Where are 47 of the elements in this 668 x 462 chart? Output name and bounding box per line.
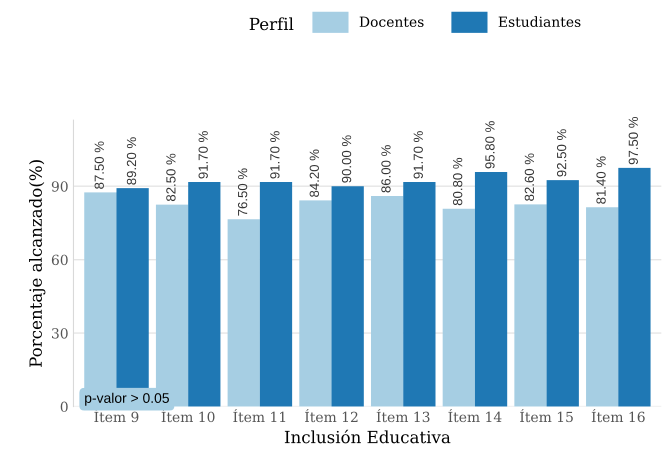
data-label: 95.80 % — [485, 121, 495, 168]
bar — [618, 168, 651, 407]
x-tick-label: Ítem 15 — [520, 409, 573, 422]
bar — [299, 200, 332, 407]
x-tick-label: Ítem 11 — [233, 409, 286, 422]
x-tick-label: Ítem 9 — [94, 409, 138, 422]
bar — [188, 182, 220, 407]
y-axis-title: Porcentaje alcanzado(%) — [29, 160, 46, 367]
data-label: 81.40 % — [596, 156, 606, 204]
legend-title: Perfil — [250, 17, 294, 30]
bar — [260, 182, 292, 407]
bar — [514, 204, 547, 407]
legend-label: Docentes — [360, 16, 424, 28]
legend-label: Estudiantes — [498, 16, 580, 28]
bar — [442, 208, 475, 407]
data-label: 82.60 % — [524, 153, 534, 201]
bar — [586, 207, 618, 407]
data-label: 86.00 % — [381, 145, 391, 193]
y-tick-label: 90 — [52, 181, 68, 192]
bar — [403, 182, 436, 407]
x-tick-label: Ítem 10 — [162, 409, 215, 422]
x-tick-label: Ítem 13 — [376, 409, 430, 422]
y-tick-label: 60 — [52, 254, 68, 266]
annotation: p-valor > 0.05 — [85, 392, 169, 406]
data-label: 82.50 % — [166, 154, 176, 202]
data-label: 80.80 % — [453, 158, 462, 206]
bar — [370, 196, 404, 407]
bar — [474, 172, 508, 407]
data-label: 91.70 % — [198, 131, 208, 179]
data-label: 97.50 % — [628, 116, 638, 164]
y-tick-label: 0 — [60, 402, 68, 412]
data-label: 92.50 % — [556, 129, 566, 177]
data-label: 89.20 % — [126, 137, 136, 185]
x-tick-label: Ítem 14 — [448, 409, 502, 422]
x-axis-title: Inclusión Educativa — [284, 430, 450, 444]
bar — [546, 180, 579, 407]
y-tick-label: 30 — [52, 328, 68, 339]
data-label: 90.00 % — [342, 135, 352, 183]
data-label: 91.70 % — [414, 131, 423, 179]
x-tick-label: Ítem 16 — [592, 409, 645, 422]
data-label: 84.20 % — [310, 150, 319, 197]
bar — [228, 219, 260, 407]
data-label: 76.50 % — [238, 168, 248, 216]
data-label: 87.50 % — [94, 141, 104, 189]
x-tick-label: Ítem 12 — [305, 409, 358, 422]
data-label: 91.70 % — [270, 131, 280, 179]
bar — [332, 186, 364, 407]
